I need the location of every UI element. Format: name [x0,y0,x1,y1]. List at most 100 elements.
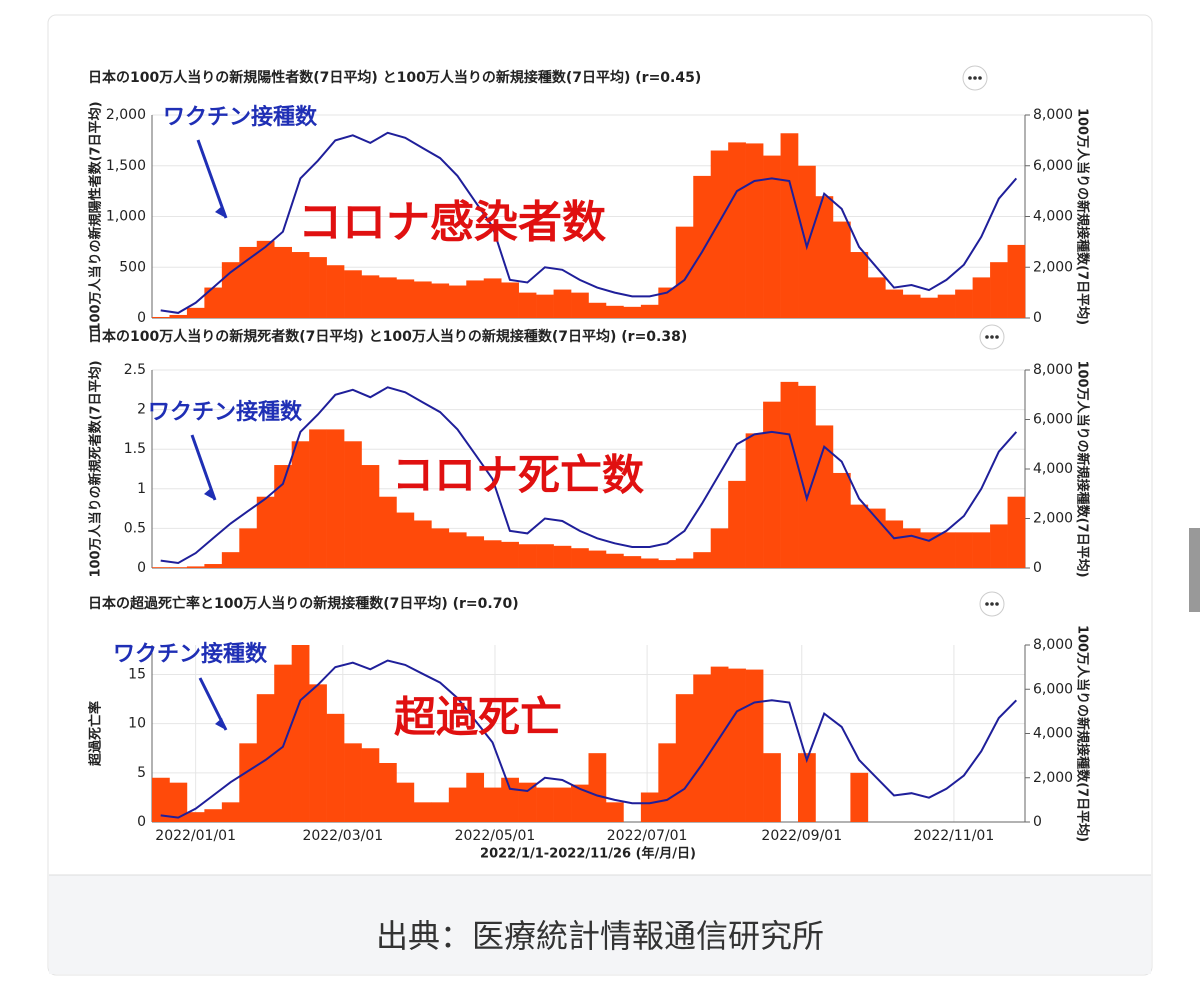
more-button[interactable] [979,324,1005,350]
bar [972,532,991,568]
bar [466,280,485,318]
bar [605,802,624,822]
y-axis-label: 100万人当りの新規陽性者数(7日平均) [88,101,104,331]
bar [466,536,485,568]
bar [728,142,746,318]
bar [501,541,519,568]
more-button-dot [995,602,999,606]
bar [152,316,170,318]
x-tick-label: 2022/05/01 [455,828,536,844]
more-button-dot [990,602,994,606]
y2-tick-label: 0 [1033,310,1042,326]
bar [204,564,223,568]
x-tick-label: 2022/07/01 [607,828,688,844]
bar [728,668,746,822]
bar [745,433,764,568]
y2-tick-label: 2,000 [1033,511,1073,527]
bar [291,645,310,822]
more-button-dot [990,335,994,339]
bar [274,246,292,318]
bar [815,196,834,318]
bar [658,560,677,568]
bar [955,532,973,568]
bar [483,787,502,822]
bar [798,753,816,822]
y2-tick-label: 8,000 [1033,637,1073,653]
bar [152,777,170,822]
x-tick-label: 2022/01/01 [155,828,236,844]
y2-axis-label: 100万人当りの新規接種数(7日平均) [1075,360,1091,577]
bar [623,306,642,318]
bar [501,777,519,822]
bar [344,270,362,318]
more-button[interactable] [962,65,988,91]
y-tick-label: 500 [119,259,146,275]
bar [483,278,502,318]
bar [867,277,886,318]
bar [937,294,956,318]
annotation-arrow [196,139,228,219]
bar [798,385,816,568]
bar [588,550,607,568]
bar [658,287,677,318]
bar [326,265,345,318]
y2-tick-label: 8,000 [1033,362,1073,378]
more-button[interactable] [979,591,1005,617]
bar [763,401,781,568]
bar [344,441,362,568]
bar [536,294,554,318]
bar [571,548,589,568]
x-axis-label: 2022/1/1-2022/11/26 (年/月/日) [480,846,696,862]
footer-band [49,875,1151,974]
bar [798,165,816,318]
bar [710,528,729,568]
bar [396,512,415,568]
bar [413,802,432,822]
bar [850,772,869,822]
bar [186,566,205,568]
bar [152,567,170,568]
bar [693,552,712,568]
y2-tick-label: 2,000 [1033,259,1073,275]
more-button-dot [968,76,972,80]
bar [413,520,432,568]
source-caption: 出典：医療統計情報通信研究所 [376,917,824,955]
bar [920,532,938,568]
y-tick-label: 10 [128,716,146,732]
bar [186,307,205,318]
bar [832,472,851,568]
annotation: 超過死亡 [394,693,562,742]
bar [256,694,275,822]
y-tick-label: 5 [137,765,146,781]
bar [605,553,624,568]
annotation: ワクチン接種数 [113,641,268,667]
bar [483,540,502,568]
more-button-dot [985,602,989,606]
bar [1007,244,1026,318]
y2-tick-label: 6,000 [1033,158,1073,174]
bar [361,465,380,568]
y2-tick-label: 4,000 [1033,209,1073,225]
bar [221,802,240,822]
bar [221,552,240,568]
bar [309,257,327,318]
y-tick-label: 2.5 [124,362,146,378]
bar [361,748,380,822]
y-tick-label: 2 [137,402,146,418]
y2-tick-label: 4,000 [1033,726,1073,742]
y-tick-label: 2,000 [106,107,146,123]
bar [448,787,467,822]
bar [990,262,1008,318]
bar [780,381,799,568]
annotation: コロナ感染者数 [298,197,606,248]
bar [675,558,694,568]
bar [850,252,869,318]
y2-tick-label: 6,000 [1033,681,1073,697]
bar [466,772,485,822]
y-tick-label: 1,000 [106,209,146,225]
bar [693,674,712,822]
bar [518,544,537,568]
bar [274,664,292,822]
bar [623,556,642,568]
